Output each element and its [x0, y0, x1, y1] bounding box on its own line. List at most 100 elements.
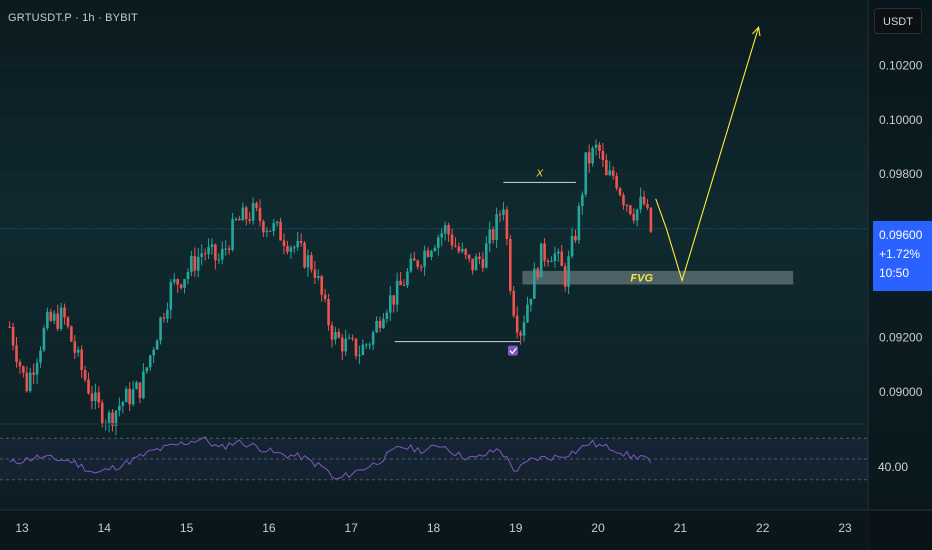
candle-body	[303, 242, 306, 268]
symbol-title: GRTUSDT.P · 1h · BYBIT	[8, 12, 138, 24]
price-grid	[0, 228, 868, 230]
candle-body	[114, 410, 118, 426]
candle-body	[169, 282, 173, 310]
candle-body	[512, 290, 516, 316]
candle-body	[107, 412, 111, 424]
candle-body	[471, 258, 474, 271]
candle-body	[286, 245, 289, 252]
candle-body	[399, 280, 402, 286]
candle-body	[340, 337, 344, 352]
candle-body	[591, 147, 594, 164]
candle-body	[238, 218, 241, 221]
fvg-label: FVG	[630, 273, 653, 285]
candle-body	[642, 196, 646, 205]
candle-body	[279, 221, 282, 241]
candle-body	[22, 366, 25, 373]
candle-body	[351, 337, 354, 339]
candle-body	[553, 253, 557, 262]
currency-button[interactable]: USDT	[874, 8, 922, 34]
x-level-label: X	[535, 168, 543, 179]
candle-body	[90, 393, 94, 402]
candle-body	[217, 259, 221, 261]
price-tick-label: 0.09200	[879, 331, 923, 345]
candle-body	[46, 311, 49, 329]
projection-path	[655, 27, 760, 283]
candle-body	[611, 170, 615, 176]
candle-body	[25, 372, 29, 392]
candle-body	[433, 247, 437, 252]
arrow-head	[752, 26, 761, 37]
candle-body	[316, 276, 320, 278]
candle-body	[412, 258, 416, 261]
candle-body	[262, 221, 265, 233]
candle-body	[282, 240, 286, 246]
candle-body	[179, 284, 183, 288]
candle-body	[485, 243, 488, 268]
candle-body	[488, 229, 492, 244]
candle-body	[402, 285, 406, 287]
candle-body	[155, 340, 159, 350]
time-axis[interactable]: 13 14 15 16 17 18 19 20 21 22 23	[0, 509, 932, 550]
candle-body	[557, 251, 560, 254]
candle-body	[66, 317, 70, 327]
candle-body	[296, 240, 300, 248]
candle-body	[313, 269, 317, 278]
candle-body	[11, 326, 15, 346]
candle-body	[385, 312, 389, 319]
candle-body	[635, 209, 639, 221]
candle-body	[8, 326, 11, 328]
last-price-tag: 0.09600 +1.72% 10:50	[873, 221, 932, 291]
fvg-zone: FVG	[522, 270, 794, 285]
candle-body	[166, 309, 169, 319]
candle-body	[502, 209, 505, 215]
candle-body	[131, 389, 135, 405]
candle-body	[248, 219, 251, 221]
candle-body	[234, 218, 238, 220]
candle-body	[457, 246, 461, 252]
candle-body	[358, 354, 361, 356]
candle-body	[244, 207, 248, 220]
bar-countdown: 10:50	[879, 266, 910, 280]
time-tick-label: 17	[345, 521, 359, 535]
candle-body	[42, 328, 46, 351]
candle-body	[128, 388, 131, 405]
candle-body	[570, 235, 574, 257]
candle-body	[63, 307, 66, 318]
candle-body	[608, 170, 612, 176]
candle-body	[28, 372, 32, 392]
candle-body	[464, 249, 468, 255]
candle-body	[632, 213, 636, 221]
candle-body	[584, 152, 588, 195]
candle-body	[629, 205, 632, 214]
candle-body	[135, 382, 138, 390]
candle-body	[214, 244, 217, 261]
price-tick-label: 0.10200	[879, 58, 923, 72]
candle-body	[539, 243, 543, 278]
candle-body	[419, 266, 423, 268]
candle-body	[272, 223, 276, 232]
candle-body	[529, 298, 533, 305]
candle-body	[371, 332, 375, 345]
candle-body	[18, 361, 22, 367]
candle-body	[375, 320, 378, 333]
candle-body	[224, 248, 227, 250]
candle-body	[231, 219, 234, 251]
candle-body	[337, 332, 341, 338]
candle-body	[186, 271, 190, 280]
candle-body	[203, 253, 207, 255]
candle-body	[543, 243, 546, 261]
candle-body	[15, 345, 18, 362]
candle-body	[207, 247, 210, 254]
annotation-levels: X	[394, 168, 576, 356]
candle-body	[615, 175, 618, 189]
candle-body	[382, 318, 385, 329]
check-icon	[509, 347, 517, 355]
candle-body	[447, 225, 450, 235]
candle-body	[176, 279, 179, 285]
candle-body	[162, 317, 166, 319]
candle-body	[392, 295, 396, 305]
candle-body	[423, 250, 426, 267]
candle-body	[200, 253, 203, 257]
candle-body	[498, 214, 502, 216]
